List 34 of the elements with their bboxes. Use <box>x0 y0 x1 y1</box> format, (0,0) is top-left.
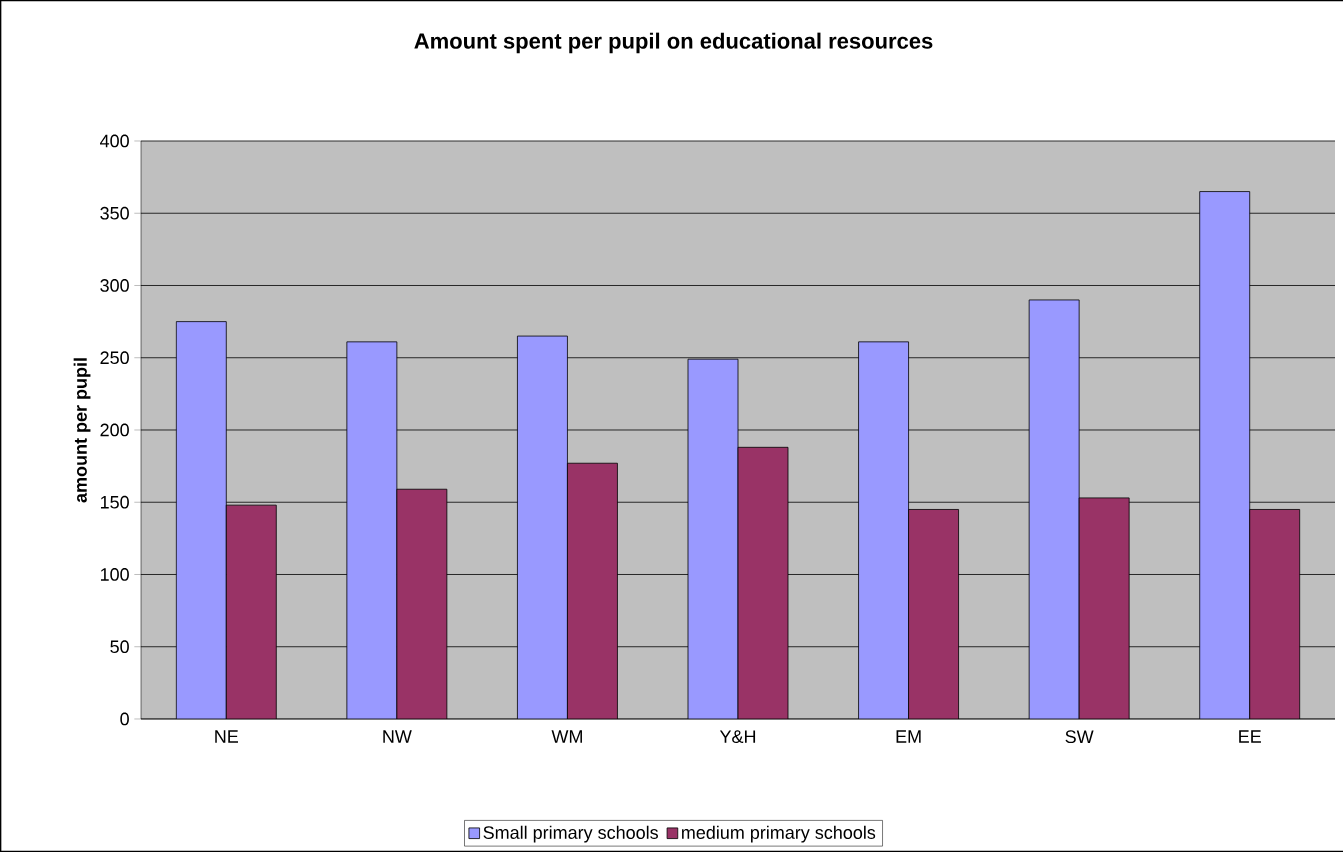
bar <box>687 358 739 719</box>
bar <box>1078 497 1130 719</box>
bar <box>225 504 277 719</box>
bar <box>1199 191 1251 719</box>
y-tick-label: 0 <box>120 712 129 726</box>
y-axis-title: amount per pupil <box>73 358 91 503</box>
x-tick-label: EE <box>1239 730 1261 743</box>
y-tick-label: 300 <box>100 279 129 292</box>
chart-title: Amount spent per pupil on educational resources <box>414 32 933 54</box>
x-tick-label: NE <box>215 730 239 743</box>
x-tick-label: EM <box>896 730 921 743</box>
bar <box>1249 509 1301 719</box>
bar <box>1028 299 1080 719</box>
bar <box>908 509 959 719</box>
y-tick-label: 100 <box>100 568 129 581</box>
x-tick-label: Y&H <box>719 730 756 743</box>
bar <box>175 321 227 719</box>
bar <box>396 488 448 719</box>
legend-label: Small primary schools <box>483 825 658 843</box>
y-tick-label: 350 <box>100 206 129 220</box>
bar <box>346 341 398 719</box>
y-tick-label: 150 <box>100 495 129 509</box>
x-tick-label: NW <box>383 730 412 743</box>
y-tick-label: 200 <box>100 423 129 437</box>
bar <box>858 341 909 719</box>
bar <box>567 462 618 719</box>
y-tick-label: 250 <box>100 351 129 365</box>
legend-label: medium primary schools <box>682 825 876 843</box>
bar <box>737 446 789 719</box>
bar <box>517 335 568 719</box>
x-tick-label: WM <box>551 730 582 743</box>
y-tick-label: 50 <box>110 640 129 654</box>
y-tick-label: 400 <box>100 134 129 148</box>
x-tick-label: SW <box>1065 730 1094 744</box>
